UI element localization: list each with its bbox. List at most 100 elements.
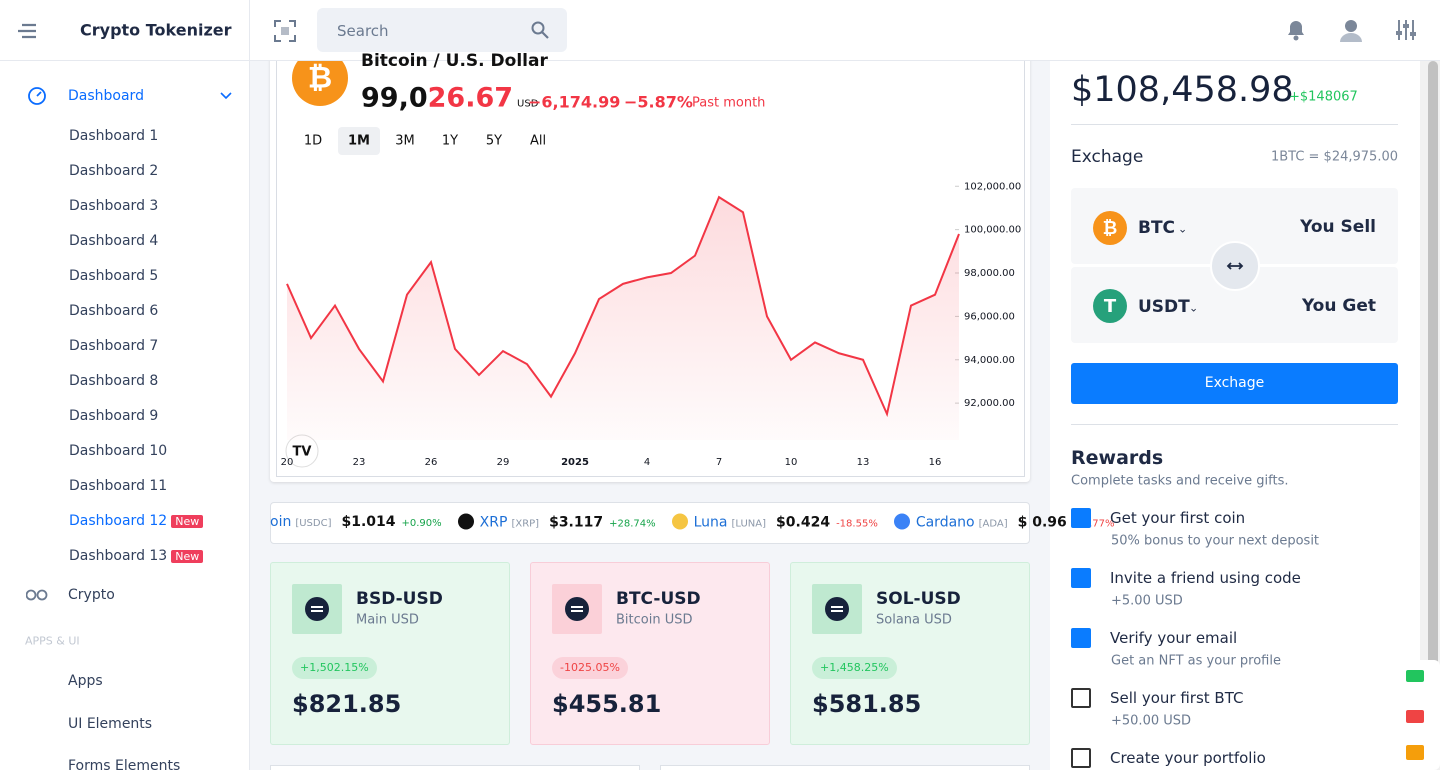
nav-item[interactable]: Dashboard 1 <box>69 128 159 144</box>
price-change: −6,174.99 <box>528 92 621 112</box>
glyph-bg <box>565 597 589 621</box>
x-tick-label: 20 <box>281 457 294 468</box>
settings-icon[interactable] <box>1395 18 1417 42</box>
y-tick-label: 102,000.00 <box>964 181 1021 192</box>
change-pill: +1,458.25% <box>812 657 897 679</box>
nav-item[interactable]: Dashboard 9 <box>69 408 159 424</box>
task-checkbox[interactable] <box>1071 568 1091 588</box>
glyph <box>571 606 583 612</box>
task-checkbox[interactable] <box>1071 748 1091 768</box>
change-pill: -1025.05% <box>552 657 628 679</box>
nav-group[interactable]: Forms Elements <box>68 758 181 770</box>
nav-item[interactable]: Dashboard 12 New <box>69 513 204 529</box>
caret: ⌄ <box>1178 222 1188 236</box>
balance: $108,458.98 <box>1071 70 1294 110</box>
change-pill: +1,502.15% <box>292 657 377 679</box>
fullscreen-icon[interactable] <box>274 20 296 42</box>
ticker-name: oin <box>270 514 292 530</box>
nav-item[interactable]: Dashboard 2 <box>69 163 159 179</box>
swap-button[interactable] <box>1210 241 1260 291</box>
nav-item[interactable]: Dashboard 10 <box>69 443 168 459</box>
price-area <box>287 197 959 440</box>
task-checkbox[interactable] <box>1071 688 1091 708</box>
divider <box>249 0 250 60</box>
nav-group[interactable]: Apps <box>68 673 103 689</box>
x-tick-label: 4 <box>644 457 650 468</box>
range-button[interactable]: 5Y <box>485 133 503 149</box>
card-glyph <box>565 597 589 621</box>
ticker-name: Cardano <box>915 514 975 531</box>
x-tick-label: 29 <box>497 457 510 468</box>
rewards-title: Rewards <box>1071 447 1164 469</box>
card-amount: $821.85 <box>292 690 402 718</box>
price-part: 26.67 <box>427 82 514 114</box>
ticker-price: $ 0.96 <box>1017 514 1067 531</box>
ticker-change: +0.90% <box>401 518 442 529</box>
floating-tools[interactable] <box>1392 660 1440 770</box>
coin-icon <box>671 513 688 530</box>
search-placeholder: Search <box>337 22 389 40</box>
btc-symbol: ₿ <box>308 61 332 96</box>
nav-dashboard[interactable]: Dashboard <box>68 88 144 104</box>
bell-icon[interactable] <box>1285 18 1307 42</box>
task-checkbox[interactable] <box>1071 628 1091 648</box>
y-tick-label: 100,000.00 <box>964 225 1021 236</box>
range-button[interactable]: 1M <box>348 133 370 149</box>
nav-crypto[interactable]: Crypto <box>68 587 115 603</box>
card-partial <box>270 765 640 770</box>
badge: New <box>171 550 204 563</box>
btc-logo <box>292 50 348 106</box>
ticker-item: XRP [XRP] $3.117 +28.74% <box>457 513 656 531</box>
nav-item[interactable]: Dashboard 4 <box>69 233 159 249</box>
card-partial <box>660 765 1030 770</box>
ticker-item: Luna [LUNA] $0.424 -18.55% <box>671 513 878 531</box>
balance-gain: +$148067 <box>1289 89 1358 105</box>
nav-group[interactable]: UI Elements <box>68 716 153 732</box>
search-box[interactable] <box>317 8 567 52</box>
get-coin[interactable]: USDT <box>1138 297 1190 317</box>
divider <box>1071 124 1398 125</box>
ticker-symbol: [ADA] <box>978 518 1008 530</box>
ticker-change: +28.74% <box>609 518 656 530</box>
menu-icon[interactable] <box>18 22 40 40</box>
exchange-button[interactable]: Exchage <box>1071 363 1398 404</box>
nav-item[interactable]: Dashboard 6 <box>69 303 159 319</box>
price-title: Bitcoin / U.S. Dollar <box>361 51 548 71</box>
task-detail: +5.00 USD <box>1111 593 1183 609</box>
nav-item[interactable]: Dashboard 3 <box>69 198 159 214</box>
nav-item[interactable]: Dashboard 5 <box>69 268 159 284</box>
x-tick-label: 23 <box>353 457 366 468</box>
sell-coin[interactable]: BTC <box>1138 218 1176 238</box>
task-checkbox[interactable] <box>1071 508 1091 528</box>
range-button[interactable]: 3M <box>395 133 415 149</box>
y-tick-label: 96,000.00 <box>964 311 1015 322</box>
card-title: BSD-USD <box>356 589 443 609</box>
nav-item[interactable]: Dashboard 11 <box>69 478 168 494</box>
ticker-price: $1.014 <box>341 514 396 530</box>
x-tick-label: 7 <box>716 457 722 468</box>
nav-item[interactable]: Dashboard 8 <box>69 373 159 389</box>
search-icon[interactable] <box>531 21 549 39</box>
range-button[interactable]: 1D <box>303 133 323 149</box>
scroll-thumb[interactable] <box>1428 61 1438 711</box>
ticker-name: XRP <box>479 514 508 531</box>
card-subtitle: Main USD <box>356 612 419 628</box>
svg-text:T: T <box>1104 296 1117 317</box>
price: 99,026.67 <box>361 83 513 114</box>
divider <box>1071 424 1398 425</box>
header <box>0 0 1440 61</box>
nav-item[interactable]: Dashboard 13 New <box>69 548 204 564</box>
range-button[interactable]: 1Y <box>441 133 459 149</box>
card-glyph <box>305 597 329 621</box>
ticker-item: Cardano [ADA] $ 0.96 -14.77% <box>893 513 1115 531</box>
badge: New <box>171 515 204 528</box>
nav-item[interactable]: Dashboard 7 <box>69 338 159 354</box>
caret: ⌄ <box>1189 301 1199 315</box>
crypto-icon <box>26 589 48 601</box>
dashboard-icon <box>28 87 46 105</box>
task-label: Invite a friend using code <box>1110 569 1301 587</box>
coin-icon <box>457 513 474 530</box>
user-icon[interactable] <box>1339 18 1363 42</box>
price-part: 99,0 <box>361 82 428 114</box>
range-button[interactable]: All <box>529 133 547 149</box>
